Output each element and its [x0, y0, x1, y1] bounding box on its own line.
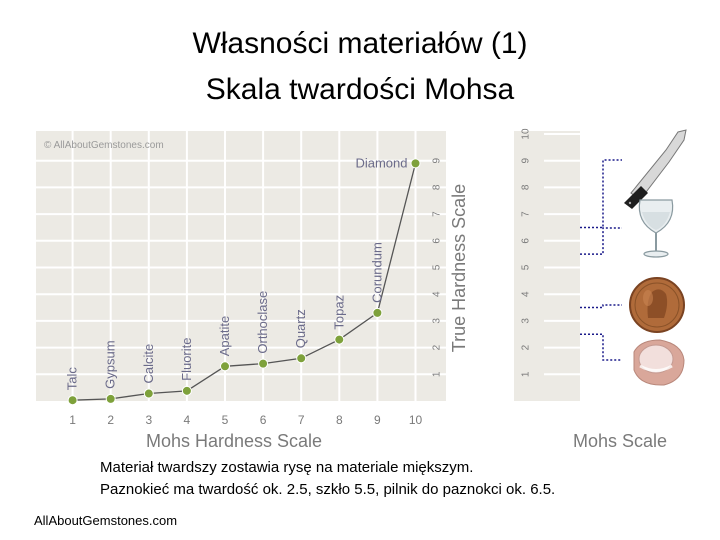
mohs-hardness-chart: © AllAboutGemstones.com 1 2 3 4 5 6 7 8 9 Talc Gy…: [36, 131, 469, 451]
data-label: Orthoclase: [255, 291, 270, 354]
y-tick-label: 9: [432, 157, 443, 163]
x-tick-label: 1: [69, 413, 76, 427]
data-point: [105, 393, 116, 404]
y-tick-label: 7: [432, 211, 443, 217]
scale-background: [514, 131, 544, 401]
data-label: Fluorite: [179, 337, 194, 380]
mohs-scale-panel: 1 2 3 4 5 6 7 8 9 10 Mohs Scale: [514, 128, 687, 451]
scale-tick-label: 2: [521, 344, 532, 350]
data-point: [334, 334, 345, 345]
y-tick-label: 1: [432, 371, 443, 377]
x-tick-label: 10: [409, 413, 423, 427]
data-point: [181, 385, 192, 396]
x-tick-label: 7: [298, 413, 305, 427]
slide-title-line1: Własności materiałów (1): [192, 27, 528, 60]
data-label: Calcite: [141, 344, 156, 384]
scale-tick-label: 8: [521, 184, 532, 190]
data-point: [220, 361, 230, 372]
y-tick-label: 4: [432, 291, 443, 297]
scale-tick-label: 1: [521, 371, 532, 377]
data-point: [296, 353, 307, 364]
data-point: [258, 358, 269, 369]
x-tick-label: 9: [374, 413, 381, 427]
y-tick-label: 6: [432, 238, 443, 244]
x-tick-label: 2: [107, 413, 114, 427]
series-line: [72, 163, 417, 401]
data-label: Topaz: [331, 295, 346, 330]
penny-icon: [629, 277, 685, 333]
scale-tick-label: 5: [521, 264, 532, 270]
source-credit: AllAboutGemstones.com: [34, 513, 178, 528]
scale-connectors: [580, 159, 622, 361]
caption-line1: Materiał twardszy zostawia rysę na mater…: [100, 459, 474, 476]
x-tick-label: 6: [260, 413, 267, 427]
y-tick-labels: 1 2 3 4 5 6 7 8 9: [432, 157, 443, 377]
scale-connector: [580, 159, 622, 229]
slide-title-line2: Skala twardości Mohsa: [205, 73, 515, 106]
y-axis-label: True Hardness Scale: [449, 184, 469, 352]
y-tick-label: 2: [432, 344, 443, 350]
scale-title: Mohs Scale: [573, 431, 667, 451]
scale-plot-background: [544, 131, 580, 401]
glass-icon: [638, 199, 674, 258]
scale-tick-label: 4: [521, 291, 532, 297]
scale-tick-label: 9: [521, 157, 532, 163]
data-point: [410, 158, 421, 169]
y-tick-label: 3: [432, 318, 443, 324]
scale-grid: [544, 133, 580, 376]
caption-line2: Paznokieć ma twardość ok. 2.5, szkło 5.5…: [100, 481, 556, 498]
data-series: Talc Gypsum Calcite Fluorite Apatite Orthocla…: [65, 155, 421, 406]
x-tick-label: 5: [222, 413, 229, 427]
scale-connector: [580, 333, 622, 361]
knife-icon: [624, 129, 687, 209]
scale-connector: [580, 304, 622, 309]
data-label: Talc: [65, 367, 80, 391]
x-tick-label: 3: [145, 413, 152, 427]
scale-tick-labels: 1 2 3 4 5 6 7 8 9 10: [521, 128, 532, 377]
x-axis-label: Mohs Hardness Scale: [146, 431, 322, 451]
data-point: [143, 388, 154, 399]
data-label: Apatite: [217, 316, 232, 356]
scale-tick-label: 3: [521, 318, 532, 324]
data-label: Quartz: [293, 309, 308, 348]
scale-connector: [580, 227, 622, 255]
data-label: Gypsum: [103, 340, 118, 388]
plot-grid: [36, 131, 446, 401]
scale-tick-label: 7: [521, 211, 532, 217]
y-tick-label: 8: [432, 184, 443, 190]
scale-tick-label: 10: [521, 128, 532, 140]
x-tick-label: 8: [336, 413, 343, 427]
chart-watermark: © AllAboutGemstones.com: [44, 140, 164, 151]
x-tick-label: 4: [184, 413, 191, 427]
y-tick-label: 5: [432, 264, 443, 270]
plot-background: [36, 131, 446, 401]
data-point: [67, 395, 78, 406]
x-tick-labels: 1 2 3 4 5 6 7 8 9 10: [69, 413, 422, 427]
data-label: Corundum: [369, 242, 384, 303]
data-label: Diamond: [355, 155, 407, 170]
scale-tick-label: 6: [521, 238, 532, 244]
data-point: [372, 307, 383, 318]
fingernail-icon: [633, 339, 685, 386]
